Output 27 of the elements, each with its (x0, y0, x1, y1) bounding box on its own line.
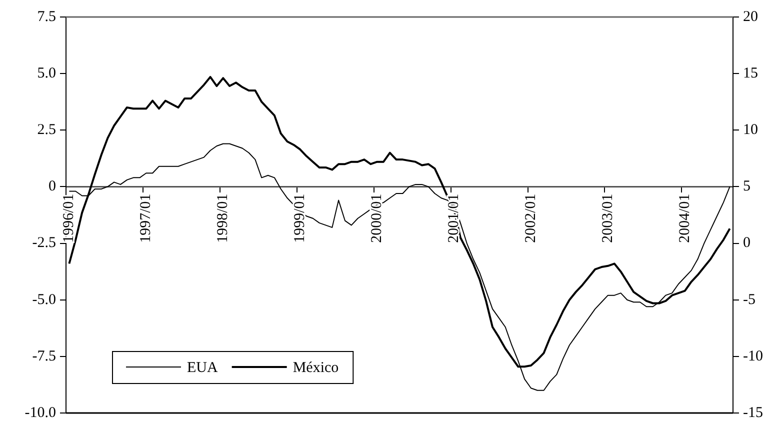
x-tick-label: 2000/01 (368, 194, 385, 243)
y-tick-label: 7.5 (37, 8, 56, 25)
y-tick-label: 0 (48, 178, 56, 195)
legend-label: EUA (187, 360, 218, 376)
y2-tick-label: 15 (743, 66, 758, 82)
y2-tick-label: -10 (743, 348, 763, 364)
y2-tick-label: -5 (743, 292, 756, 308)
y-tick-label: -10.0 (24, 404, 56, 421)
y2-tick-label: 0 (743, 235, 750, 252)
y2-tick-label: 20 (743, 8, 758, 25)
y-tick-label: -5.0 (32, 292, 56, 308)
x-tick-label: 1998/01 (215, 194, 232, 243)
y2-tick-label: 10 (743, 122, 758, 138)
x-tick-label: 1996/01 (61, 194, 78, 243)
x-tick-label: 2001/01 (446, 194, 462, 243)
y-tick-label: 2.5 (37, 122, 56, 138)
x-tick-label: 2003/01 (600, 194, 616, 243)
y2-tick-label: -15 (743, 404, 763, 421)
x-tick-label: 2004/01 (676, 194, 693, 243)
legend-label: México (292, 360, 339, 376)
x-tick-label: 2002/01 (522, 194, 539, 243)
y-tick-label: -2.5 (32, 235, 56, 252)
y2-tick-label: 5 (743, 178, 750, 195)
x-tick-label: 1999/01 (292, 194, 308, 243)
x-tick-label: 1997/01 (138, 194, 154, 243)
y-tick-label: -7.5 (32, 348, 56, 364)
y-tick-label: 5.0 (37, 66, 56, 82)
